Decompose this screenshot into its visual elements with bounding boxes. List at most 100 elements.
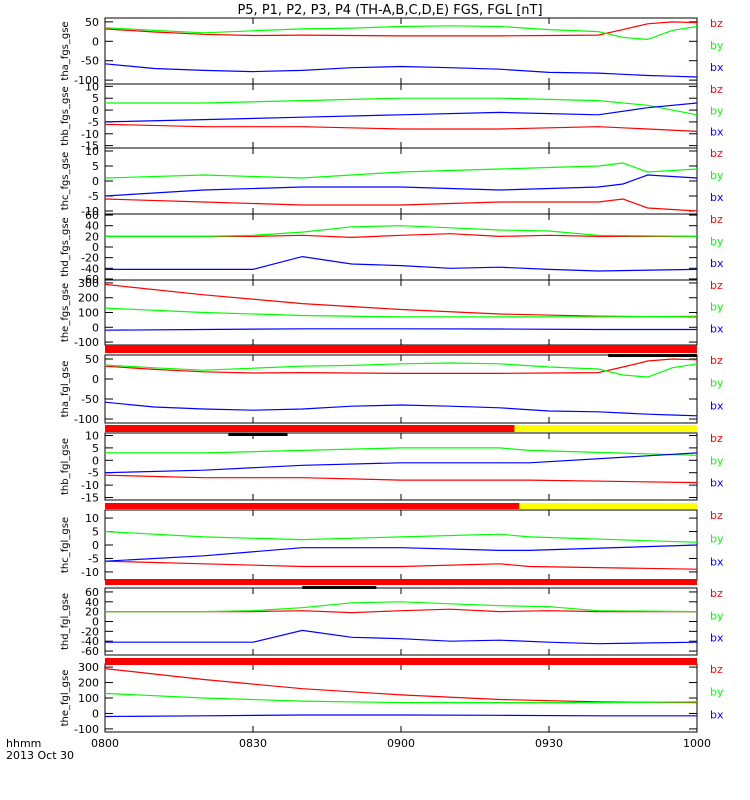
- series-line-bx: [104, 174, 698, 197]
- series-line-bx: [104, 452, 698, 474]
- status-bar-mark: [302, 586, 377, 589]
- y-tick-label: -60: [81, 273, 99, 286]
- y-tick-label: 5: [92, 92, 99, 105]
- status-bar-segment: [519, 503, 697, 509]
- series-line-bz: [104, 358, 698, 374]
- x-tick-label: 0800: [91, 737, 119, 750]
- y-tick-label: -20: [81, 252, 99, 265]
- series-line-bz: [104, 198, 698, 212]
- y-tick-label: 5: [92, 442, 99, 455]
- series-line-bz: [104, 560, 698, 570]
- y-tick-label: 10: [85, 145, 99, 158]
- legend-bx: bx: [710, 61, 724, 74]
- y-tick-label: 0: [92, 373, 99, 386]
- y-tick-label: 40: [85, 220, 99, 233]
- y-tick-label: 60: [85, 586, 99, 599]
- y-tick-label: 40: [85, 596, 99, 609]
- series-line-bz: [104, 123, 698, 132]
- y-tick-label: 0: [92, 707, 99, 720]
- y-tick-label: -100: [74, 413, 99, 426]
- panel-thc_fgs_gse: 10 5 0 -5 -10 thc_fgs_gse bz by bx: [60, 145, 724, 218]
- series-line-bx: [105, 629, 698, 645]
- legend-by: by: [710, 301, 724, 314]
- series-line-by: [105, 225, 698, 237]
- date-label: 2013 Oct 30: [6, 749, 74, 762]
- series-line-bx: [104, 102, 698, 123]
- y-tick-label: -50: [81, 393, 99, 406]
- legend-bz: bz: [710, 17, 723, 30]
- y-tick-label: 5: [92, 526, 99, 539]
- legend-bz: bz: [710, 509, 723, 522]
- y-axis-label: tha_fgs_gse: [60, 21, 71, 80]
- x-tick-label: 1000: [683, 737, 711, 750]
- legend-by: by: [710, 686, 724, 699]
- y-tick-label: 10: [85, 80, 99, 93]
- y-tick-label: 300: [78, 661, 99, 674]
- legend-bz: bz: [710, 587, 723, 600]
- plot-frame: [104, 213, 698, 281]
- y-tick-label: -100: [74, 723, 99, 736]
- y-tick-label: -50: [81, 55, 99, 68]
- y-tick-label: -10: [81, 128, 99, 141]
- y-tick-label: -40: [81, 635, 99, 648]
- series-line-by: [104, 692, 698, 704]
- plot-frame: [104, 587, 698, 656]
- y-tick-label: -5: [88, 552, 99, 565]
- series-line-bz: [104, 283, 698, 318]
- time-axis-name: hhmm: [6, 737, 41, 750]
- y-tick-label: -10: [81, 205, 99, 218]
- series-line-by: [104, 25, 698, 41]
- y-axis-label: tha_fgl_gse: [60, 361, 71, 418]
- y-tick-label: 0: [92, 35, 99, 48]
- legend-bx: bx: [710, 126, 724, 139]
- y-tick-label: -15: [81, 492, 99, 505]
- status-bar-segment: [105, 658, 697, 665]
- y-tick-label: 10: [85, 512, 99, 525]
- y-axis-label: thb_fgl_gse: [60, 438, 71, 495]
- y-tick-label: 0: [92, 104, 99, 117]
- legend-bz: bz: [710, 663, 723, 676]
- y-tick-label: -10: [81, 566, 99, 579]
- y-tick-label: -100: [74, 336, 99, 349]
- status-bar-mark: [228, 433, 288, 436]
- series-line-bx: [105, 255, 698, 272]
- legend-by: by: [710, 609, 724, 622]
- y-tick-label: -40: [81, 262, 99, 275]
- legend-bx: bx: [710, 191, 724, 204]
- series-line-by: [104, 307, 698, 318]
- y-tick-label: -5: [88, 467, 99, 480]
- y-tick-label: 60: [85, 209, 99, 222]
- series-line-by: [105, 97, 698, 116]
- legend-bx: bx: [710, 322, 724, 335]
- status-bar-segment: [514, 425, 697, 432]
- y-tick-label: 10: [85, 429, 99, 442]
- legend-bz: bz: [710, 279, 723, 292]
- y-tick-label: -10: [81, 479, 99, 492]
- legend-bx: bx: [710, 399, 724, 412]
- series-line-bx: [104, 714, 697, 718]
- y-tick-label: 0: [92, 454, 99, 467]
- legend-bx: bx: [710, 708, 724, 721]
- legend-by: by: [710, 532, 724, 545]
- status-bar: [105, 345, 697, 357]
- status-bar: [105, 503, 697, 509]
- series-line-bz: [104, 668, 698, 704]
- plot-frame: [104, 509, 698, 581]
- status-bar-segment: [105, 503, 520, 509]
- y-tick-label: 5: [92, 160, 99, 173]
- y-tick-label: -60: [81, 645, 99, 658]
- legend-bx: bx: [710, 477, 724, 490]
- legend-bz: bz: [710, 432, 723, 445]
- series-line-bx: [104, 544, 698, 562]
- y-tick-label: -15: [81, 140, 99, 153]
- y-tick-label: -20: [81, 625, 99, 638]
- y-tick-label: 0: [92, 539, 99, 552]
- legend-by: by: [710, 169, 724, 182]
